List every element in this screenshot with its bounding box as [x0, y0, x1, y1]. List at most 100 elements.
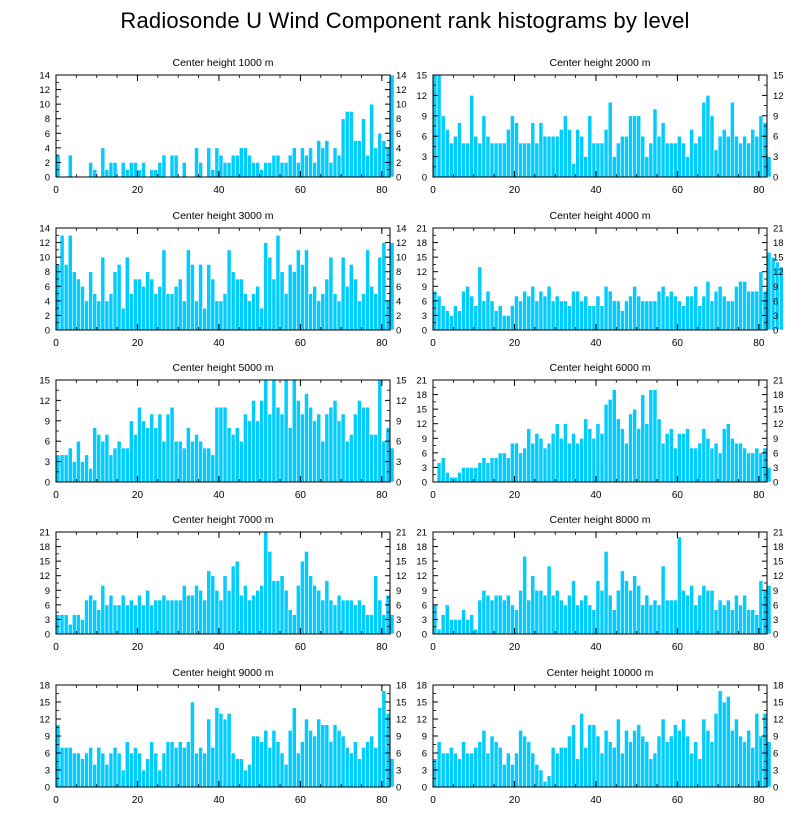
y-tick-label-right: 6 [396, 600, 401, 611]
histogram-bar [312, 585, 317, 635]
y-tick-label-left: 12 [416, 715, 427, 726]
histogram-bar [153, 427, 159, 483]
histogram-bar [558, 300, 564, 331]
panel-title: Center height 6000 m [550, 362, 651, 374]
histogram-bar [63, 614, 69, 635]
histogram-bar [742, 741, 747, 788]
histogram-bar [746, 609, 752, 635]
histogram-bar [664, 433, 670, 483]
histogram-bar [660, 565, 666, 635]
histogram-bar [271, 278, 277, 331]
histogram-bar [190, 264, 195, 331]
histogram-bar [300, 264, 305, 331]
histogram-bar [746, 452, 752, 483]
histogram-bar [332, 147, 338, 178]
histogram-bar [263, 531, 269, 635]
histogram-bar [444, 752, 450, 788]
histogram-bar [100, 440, 106, 483]
histogram-bar [636, 115, 642, 178]
histogram-bar [133, 747, 138, 788]
histogram-bar [173, 747, 179, 788]
histogram-bar [567, 442, 572, 483]
histogram-bar [485, 752, 491, 788]
histogram-bar [591, 437, 597, 483]
histogram-bar [100, 147, 106, 178]
histogram-bar [644, 156, 650, 178]
histogram-bar [489, 300, 495, 331]
histogram-bar [750, 452, 756, 483]
histogram-bar [534, 764, 540, 788]
histogram-bar [80, 285, 85, 331]
histogram-bar [587, 428, 593, 483]
histogram-bar [632, 730, 637, 788]
histogram-bar [538, 290, 544, 331]
histogram-bar [108, 162, 114, 178]
histogram-bar [120, 594, 126, 635]
histogram-bar [750, 129, 756, 178]
x-tick-label: 60 [672, 795, 684, 806]
histogram-bar [243, 147, 248, 178]
y-tick-label-left: 9 [45, 732, 50, 743]
histogram-bar [656, 135, 662, 178]
histogram-bar [546, 285, 552, 331]
histogram-bar [591, 305, 597, 331]
histogram-bar [632, 408, 637, 483]
histogram-bar [620, 428, 625, 483]
histogram-bar [640, 735, 646, 788]
histogram-bar [721, 701, 727, 788]
histogram-bar [161, 249, 167, 331]
histogram-bar [620, 752, 625, 788]
histogram-bar [247, 764, 252, 788]
histogram-bar [283, 293, 289, 331]
histogram-bar [620, 310, 625, 331]
histogram-bar [275, 154, 281, 178]
histogram-bar [190, 701, 195, 788]
histogram-bar [247, 599, 252, 635]
histogram-bar [473, 747, 479, 788]
y-tick-label-right: 14 [396, 224, 407, 235]
histogram-bar [340, 118, 346, 178]
histogram-bar [656, 735, 662, 788]
histogram-bar [129, 293, 134, 331]
histogram-bar [218, 406, 224, 483]
histogram-bar [92, 293, 98, 331]
histogram-bar [436, 741, 442, 788]
histogram-bar [104, 434, 110, 483]
histogram-bar [436, 74, 442, 178]
histogram-bar [501, 315, 507, 331]
histogram-bar [607, 101, 613, 178]
histogram-bar [137, 169, 142, 178]
histogram-bar [373, 575, 379, 635]
x-tick-label: 20 [132, 795, 144, 806]
histogram-bar [218, 599, 224, 635]
histogram-bar [579, 135, 585, 178]
histogram-bar [296, 585, 301, 635]
y-tick-label-right: 6 [773, 448, 778, 459]
histogram-bar [133, 434, 138, 483]
histogram-bar [587, 724, 593, 788]
histogram-bar [734, 135, 739, 178]
histogram-bar [709, 115, 715, 178]
histogram-bar [489, 599, 495, 635]
histogram-bar [328, 599, 334, 635]
histogram-bar [611, 389, 617, 483]
histogram-bar [766, 467, 772, 483]
histogram-bar [522, 290, 527, 331]
histogram-bar [493, 142, 499, 178]
y-tick-label-right: 9 [396, 732, 401, 743]
histogram-bar [738, 281, 743, 331]
x-tick-label: 80 [376, 642, 388, 653]
histogram-bar [230, 154, 236, 178]
histogram-bar [308, 147, 313, 178]
histogram-bar [161, 594, 167, 635]
y-tick-label-right: 9 [773, 111, 778, 122]
histogram-bar [550, 747, 556, 788]
histogram-bar [267, 551, 273, 635]
histogram-bar [563, 604, 568, 635]
histogram-bar [705, 281, 711, 331]
y-tick-label-right: 3 [396, 615, 401, 626]
y-tick-label-right: 0 [773, 630, 778, 641]
histogram-bar [169, 293, 175, 331]
histogram-bar [389, 758, 395, 788]
histogram-bar [283, 162, 289, 178]
